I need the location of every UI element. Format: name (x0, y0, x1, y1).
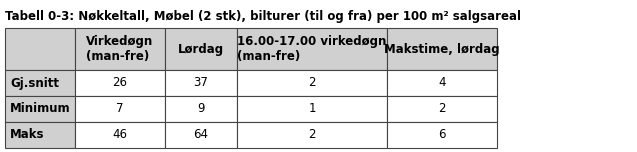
Text: 26: 26 (113, 76, 127, 90)
Text: 9: 9 (197, 102, 204, 116)
Bar (75, 122, 165, 148)
Text: 46: 46 (113, 128, 127, 142)
Text: Minimum: Minimum (10, 102, 71, 116)
Text: Tabell 0-3: Nøkkeltall, Møbel (2 stk), bilturer (til og fra) per 100 m² salgsare: Tabell 0-3: Nøkkeltall, Møbel (2 stk), b… (5, 10, 521, 23)
Bar (237, 70, 387, 96)
Text: 2: 2 (438, 102, 446, 116)
Bar (165, 28, 237, 70)
Bar (5, 122, 75, 148)
Text: 6: 6 (438, 128, 446, 142)
Bar (75, 28, 165, 70)
Bar (165, 122, 237, 148)
Bar (237, 122, 387, 148)
Bar (5, 96, 75, 122)
Bar (387, 70, 497, 96)
Text: Maks: Maks (10, 128, 45, 142)
Bar (75, 70, 165, 96)
Text: 2: 2 (308, 76, 316, 90)
Text: Virkedøgn
(man-fre): Virkedøgn (man-fre) (87, 35, 154, 63)
Bar (75, 96, 165, 122)
Bar (237, 28, 387, 70)
Bar (165, 70, 237, 96)
Text: Gj.snitt: Gj.snitt (10, 76, 59, 90)
Text: Makstime, lørdag: Makstime, lørdag (384, 43, 500, 55)
Text: 37: 37 (194, 76, 208, 90)
Bar (237, 96, 387, 122)
Text: 7: 7 (116, 102, 124, 116)
Text: 2: 2 (308, 128, 316, 142)
Bar (5, 70, 75, 96)
Bar (165, 96, 237, 122)
Bar (5, 28, 75, 70)
Text: 64: 64 (194, 128, 208, 142)
Text: Lørdag: Lørdag (178, 43, 224, 55)
Bar (387, 96, 497, 122)
Text: 4: 4 (438, 76, 446, 90)
Text: 16.00-17.00 virkedøgn
(man-fre): 16.00-17.00 virkedøgn (man-fre) (238, 35, 387, 63)
Text: 1: 1 (308, 102, 316, 116)
Bar (387, 122, 497, 148)
Bar (387, 28, 497, 70)
